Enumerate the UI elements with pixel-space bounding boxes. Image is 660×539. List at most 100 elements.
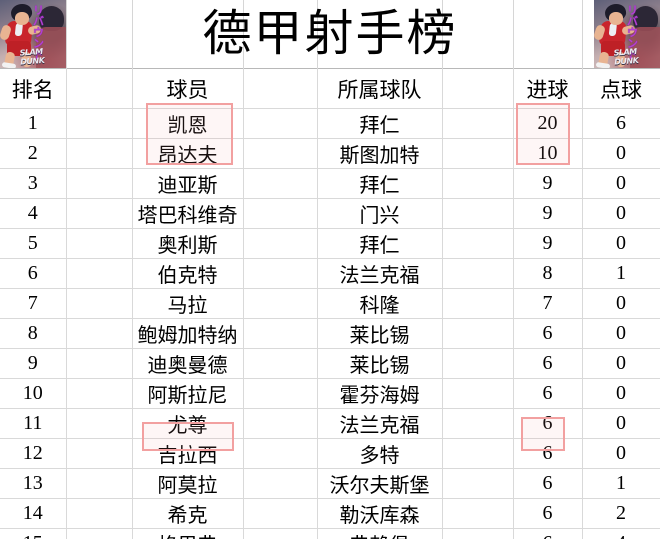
cell-goals[interactable]: 6 xyxy=(513,528,583,539)
cell-spacer-2[interactable] xyxy=(243,408,318,439)
table-row[interactable]: 9 迪奥曼德 莱比锡 6 0 xyxy=(0,348,660,379)
cell-spacer-2[interactable] xyxy=(243,498,318,529)
cell-spacer-3[interactable] xyxy=(442,108,514,139)
cell-player[interactable]: 阿斯拉尼 xyxy=(132,378,244,409)
cell-penalties[interactable]: 0 xyxy=(582,168,660,199)
column-header-penalties[interactable]: 点球 xyxy=(582,68,660,109)
cell-team[interactable]: 斯图加特 xyxy=(317,138,443,169)
cell-goals[interactable]: 9 xyxy=(513,198,583,229)
cell-team[interactable]: 拜仁 xyxy=(317,228,443,259)
cell-spacer-2[interactable] xyxy=(243,348,318,379)
cell-spacer-1[interactable] xyxy=(66,198,133,229)
cell-goals[interactable]: 6 xyxy=(513,318,583,349)
table-row[interactable]: 12 吉拉西 多特 6 0 xyxy=(0,438,660,469)
cell-penalties[interactable]: 0 xyxy=(582,318,660,349)
cell-team[interactable]: 莱比锡 xyxy=(317,318,443,349)
table-row[interactable]: 13 阿莫拉 沃尔夫斯堡 6 1 xyxy=(0,468,660,499)
cell-penalties[interactable]: 0 xyxy=(582,198,660,229)
cell-player[interactable]: 尤尊 xyxy=(132,408,244,439)
cell-goals[interactable]: 6 xyxy=(513,408,583,439)
cell-spacer-2[interactable] xyxy=(243,258,318,289)
table-row[interactable]: 3 迪亚斯 拜仁 9 0 xyxy=(0,168,660,199)
cell-player[interactable]: 昂达夫 xyxy=(132,138,244,169)
cell-rank[interactable]: 1 xyxy=(0,108,67,139)
cell-spacer-3[interactable] xyxy=(442,198,514,229)
cell-spacer-1[interactable] xyxy=(66,288,133,319)
cell-spacer-3[interactable] xyxy=(442,438,514,469)
cell-team[interactable]: 科隆 xyxy=(317,288,443,319)
cell-player[interactable]: 奥利斯 xyxy=(132,228,244,259)
cell-penalties[interactable]: 1 xyxy=(582,258,660,289)
cell-penalties[interactable]: 6 xyxy=(582,108,660,139)
cell-player[interactable]: 迪亚斯 xyxy=(132,168,244,199)
cell-rank[interactable]: 14 xyxy=(0,498,67,529)
cell-player[interactable]: 迪奥曼德 xyxy=(132,348,244,379)
cell-spacer-2[interactable] xyxy=(243,528,318,539)
column-header-player[interactable]: 球员 xyxy=(132,68,244,109)
table-row[interactable]: 10 阿斯拉尼 霍芬海姆 6 0 xyxy=(0,378,660,409)
cell-spacer-1[interactable] xyxy=(66,378,133,409)
cell-rank[interactable]: 3 xyxy=(0,168,67,199)
cell-player[interactable]: 格里弗 xyxy=(132,528,244,539)
cell-player[interactable]: 吉拉西 xyxy=(132,438,244,469)
cell-penalties[interactable]: 0 xyxy=(582,288,660,319)
cell-rank[interactable]: 6 xyxy=(0,258,67,289)
cell-spacer-3[interactable] xyxy=(442,408,514,439)
cell-rank[interactable]: 7 xyxy=(0,288,67,319)
cell-spacer-3[interactable] xyxy=(442,258,514,289)
cell-team[interactable]: 勒沃库森 xyxy=(317,498,443,529)
cell-penalties[interactable]: 0 xyxy=(582,348,660,379)
cell-player[interactable]: 马拉 xyxy=(132,288,244,319)
table-row[interactable]: 6 伯克特 法兰克福 8 1 xyxy=(0,258,660,289)
column-header-team[interactable]: 所属球队 xyxy=(317,68,443,109)
cell-player[interactable]: 阿莫拉 xyxy=(132,468,244,499)
cell-spacer-2[interactable] xyxy=(243,168,318,199)
table-row[interactable]: 2 昂达夫 斯图加特 10 0 xyxy=(0,138,660,169)
cell-team[interactable]: 莱比锡 xyxy=(317,348,443,379)
cell-rank[interactable]: 10 xyxy=(0,378,67,409)
cell-team[interactable]: 拜仁 xyxy=(317,168,443,199)
cell-spacer-3[interactable] xyxy=(442,378,514,409)
cell-rank[interactable]: 4 xyxy=(0,198,67,229)
cell-goals[interactable]: 9 xyxy=(513,168,583,199)
cell-team[interactable]: 门兴 xyxy=(317,198,443,229)
cell-player[interactable]: 塔巴科维奇 xyxy=(132,198,244,229)
cell-spacer-1[interactable] xyxy=(66,318,133,349)
cell-team[interactable]: 法兰克福 xyxy=(317,258,443,289)
cell-spacer-1[interactable] xyxy=(66,468,133,499)
cell-spacer-2[interactable] xyxy=(243,318,318,349)
cell-goals[interactable]: 9 xyxy=(513,228,583,259)
cell-spacer-2[interactable] xyxy=(243,138,318,169)
cell-team[interactable]: 多特 xyxy=(317,438,443,469)
cell-goals[interactable]: 10 xyxy=(513,138,583,169)
cell-player[interactable]: 希克 xyxy=(132,498,244,529)
cell-spacer-2[interactable] xyxy=(243,438,318,469)
cell-penalties[interactable]: 1 xyxy=(582,468,660,499)
column-header-goals[interactable]: 进球 xyxy=(513,68,583,109)
cell-team[interactable]: 弗赖堡 xyxy=(317,528,443,539)
cell-spacer-1[interactable] xyxy=(66,138,133,169)
table-row[interactable]: 1 凯恩 拜仁 20 6 xyxy=(0,108,660,139)
cell-goals[interactable]: 6 xyxy=(513,438,583,469)
cell-team[interactable]: 拜仁 xyxy=(317,108,443,139)
cell-penalties[interactable]: 4 xyxy=(582,528,660,539)
cell-spacer-3[interactable] xyxy=(442,228,514,259)
cell-goals[interactable]: 6 xyxy=(513,378,583,409)
cell-team[interactable]: 沃尔夫斯堡 xyxy=(317,468,443,499)
cell-spacer-1[interactable] xyxy=(66,228,133,259)
cell-rank[interactable]: 2 xyxy=(0,138,67,169)
cell-spacer-3[interactable] xyxy=(442,498,514,529)
cell-spacer-1[interactable] xyxy=(66,528,133,539)
table-row[interactable]: 14 希克 勒沃库森 6 2 xyxy=(0,498,660,529)
cell-goals[interactable]: 8 xyxy=(513,258,583,289)
cell-goals[interactable]: 7 xyxy=(513,288,583,319)
cell-rank[interactable]: 5 xyxy=(0,228,67,259)
cell-goals[interactable]: 6 xyxy=(513,468,583,499)
cell-spacer-2[interactable] xyxy=(243,198,318,229)
cell-player[interactable]: 鲍姆加特纳 xyxy=(132,318,244,349)
cell-spacer-3[interactable] xyxy=(442,288,514,319)
cell-spacer-1[interactable] xyxy=(66,438,133,469)
cell-spacer-3[interactable] xyxy=(442,168,514,199)
table-row[interactable]: 8 鲍姆加特纳 莱比锡 6 0 xyxy=(0,318,660,349)
cell-spacer-1[interactable] xyxy=(66,168,133,199)
